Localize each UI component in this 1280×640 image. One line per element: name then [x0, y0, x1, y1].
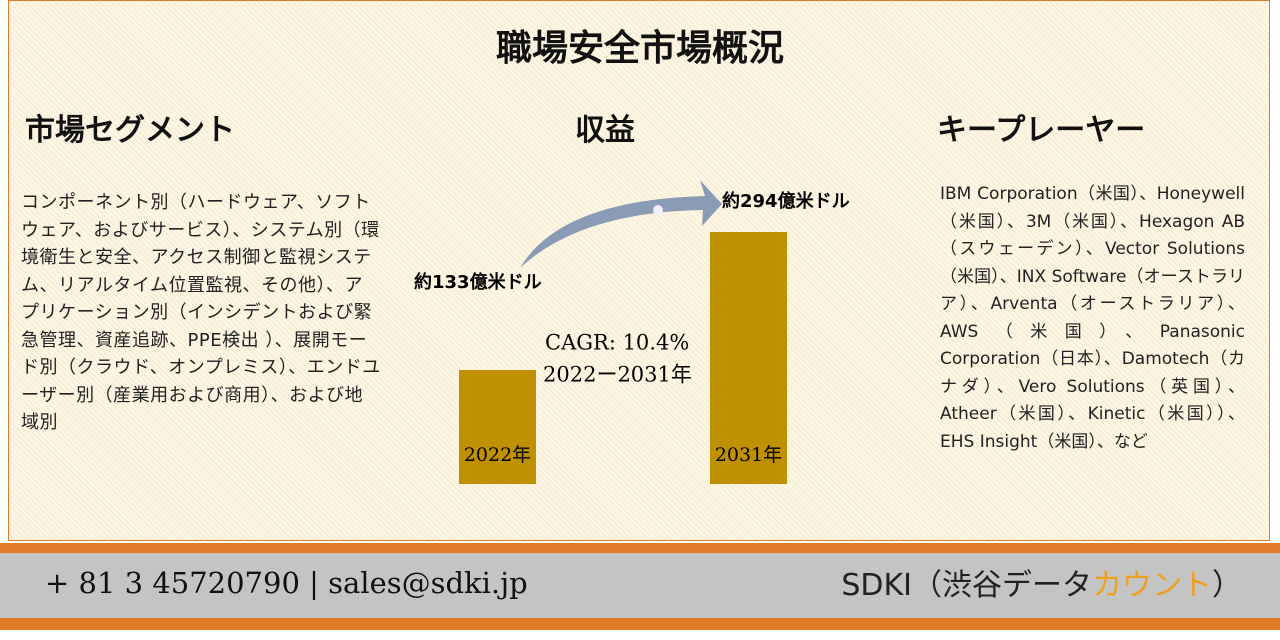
- brand: SDKI（渋谷データカウント）: [841, 560, 1242, 604]
- players-heading: キープレーヤー: [937, 113, 1146, 148]
- arrow-dot: [653, 205, 663, 215]
- players-text: IBM Corporation（米国）、Honeywell（米国）、3M（米国）…: [940, 184, 1245, 452]
- brand-text: SDKI（渋谷データ: [841, 568, 1092, 603]
- revenue-chart: CAGR: 10.4% 2022ー2031年 2022年 約133億米ドル 2031…: [414, 180, 850, 484]
- footer: [0, 553, 1280, 618]
- footer-stripe: [0, 618, 1280, 630]
- panel: 職場安全市場概況 市場セグメント 収益 キープレーヤー コンポーネント別（ハード…: [8, 0, 1270, 541]
- value-label: 約133億米ドル: [414, 271, 542, 293]
- segments-heading: 市場セグメント: [25, 113, 235, 148]
- brand-text: ）: [1212, 568, 1242, 603]
- year-label: 2031年: [715, 444, 782, 466]
- revenue-heading: 収益: [575, 113, 635, 148]
- cagr: CAGR: 10.4%: [545, 331, 689, 355]
- growth-arrow: [520, 180, 722, 268]
- brand-highlight: カウント: [1092, 568, 1212, 603]
- year-label: 2022年: [464, 444, 531, 466]
- segments-text: コンポーネント別（ハードウェア、ソフトウェア、およびサービス）、システム別（環境…: [21, 192, 381, 433]
- bar: [710, 232, 787, 484]
- value-label: 約294億米ドル: [722, 190, 850, 212]
- title: 職場安全市場概況: [495, 27, 784, 69]
- footer-stripe: [0, 543, 1280, 553]
- contact: + 81 3 45720790 | sales@sdki.jp: [45, 566, 528, 600]
- bar: [459, 370, 536, 484]
- period: 2022ー2031年: [543, 363, 692, 387]
